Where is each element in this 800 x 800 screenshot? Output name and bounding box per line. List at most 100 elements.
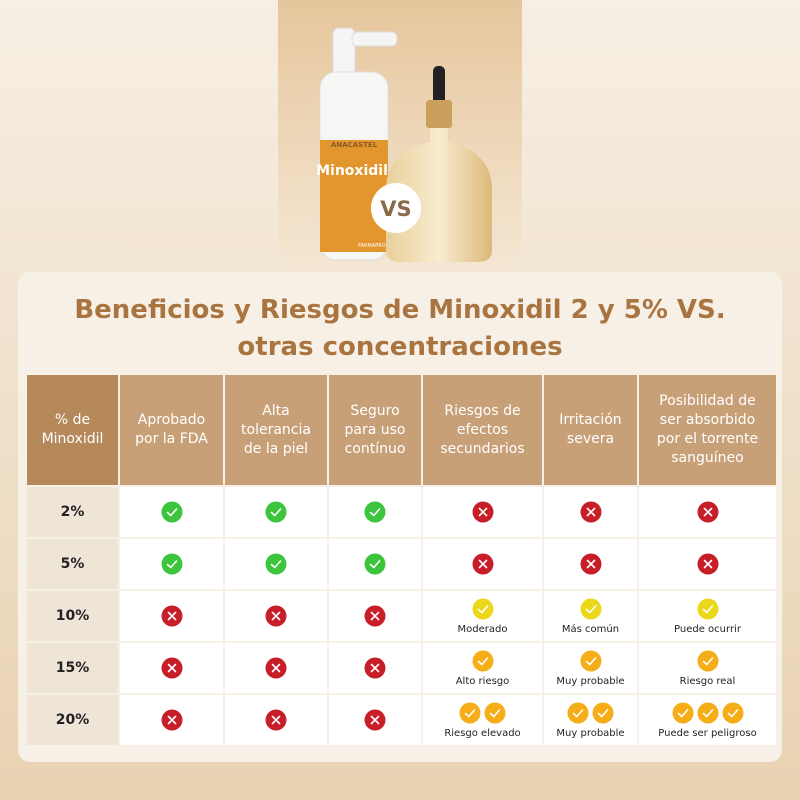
- cross-icon: [580, 553, 601, 575]
- row-label: 20%: [27, 695, 118, 745]
- cross-icon: [265, 605, 287, 627]
- cross-icon: [364, 709, 386, 731]
- cross-icon: [472, 553, 493, 575]
- check-icon: [472, 650, 493, 671]
- icon-group: [472, 598, 494, 620]
- icon-group: [697, 553, 719, 575]
- cell: [225, 591, 327, 641]
- cell: [120, 643, 223, 693]
- cross-icon: [265, 709, 287, 731]
- cell: [639, 487, 776, 537]
- icon-group: [580, 598, 602, 620]
- header-cell: Seguro para uso contínuo: [329, 375, 421, 485]
- cell: [120, 539, 223, 589]
- icon-group: [672, 702, 744, 724]
- header-cell: Aprobado por la FDA: [120, 375, 223, 485]
- check-icon: [472, 598, 493, 619]
- icon-group: [459, 702, 506, 724]
- row-label: 2%: [27, 487, 118, 537]
- icon-group: [697, 598, 719, 620]
- cross-icon: [697, 553, 718, 575]
- icon-group: [364, 501, 386, 523]
- cell-note: Más común: [561, 623, 620, 635]
- cell: [225, 539, 327, 589]
- cross-icon: [580, 501, 601, 523]
- icon-group: [364, 553, 386, 575]
- oil-bottle: [386, 128, 492, 262]
- icon-group: [161, 501, 183, 523]
- header-cell: Alta tolerancia de la piel: [225, 375, 327, 485]
- check-icon: [592, 702, 614, 723]
- cell: [423, 487, 542, 537]
- cell-note: Puede ser peligroso: [658, 727, 757, 739]
- cell: [225, 487, 327, 537]
- cell: [329, 539, 421, 589]
- cell: Puede ser peligroso: [639, 695, 776, 745]
- cell-note: Muy probable: [556, 727, 625, 739]
- cell: Muy probable: [544, 695, 637, 745]
- cell: [544, 539, 637, 589]
- cell-note: Alto riesgo: [455, 675, 510, 687]
- dropper-bulb: [433, 66, 445, 106]
- vs-text: VS: [380, 197, 411, 221]
- dropper-cap: [426, 100, 452, 128]
- cross-icon: [472, 501, 493, 523]
- cell: [423, 539, 542, 589]
- check-icon: [672, 702, 693, 723]
- comparison-table: % de Minoxidil Aprobado por la FDA Alta to…: [27, 375, 776, 745]
- cell: [544, 487, 637, 537]
- check-icon: [567, 702, 589, 723]
- cell: [639, 539, 776, 589]
- cell: Moderado: [423, 591, 542, 641]
- icon-group: [161, 657, 183, 679]
- cell-note: Riesgo elevado: [444, 727, 521, 739]
- cell: Muy probable: [544, 643, 637, 693]
- check-icon: [364, 553, 386, 575]
- icon-group: [580, 553, 602, 575]
- cell: [329, 591, 421, 641]
- icon-group: [161, 553, 183, 575]
- icon-group: [265, 709, 287, 731]
- row-label: 10%: [27, 591, 118, 641]
- cross-icon: [161, 605, 182, 627]
- maker: FARMAPRO: [358, 243, 386, 249]
- icon-group: [265, 501, 287, 523]
- vs-badge: [371, 183, 421, 233]
- cross-icon: [364, 657, 386, 679]
- check-icon: [161, 501, 182, 523]
- header-cell: Riesgos de efectos secundarios: [423, 375, 542, 485]
- icon-group: [697, 650, 719, 672]
- check-icon: [459, 702, 481, 723]
- cell-note: Riesgo real: [679, 675, 736, 687]
- cell-note: Puede ocurrir: [674, 623, 741, 635]
- check-icon: [580, 650, 601, 671]
- check-icon: [364, 501, 386, 523]
- icon-group: [265, 657, 287, 679]
- icon-group: [265, 553, 287, 575]
- cell: Alto riesgo: [423, 643, 542, 693]
- icon-group: [364, 709, 386, 731]
- cell: [329, 695, 421, 745]
- icon-group: [472, 501, 494, 523]
- cell: Más común: [544, 591, 637, 641]
- row-label: 5%: [27, 539, 118, 589]
- icon-group: [567, 702, 614, 724]
- title: Beneficios y Riesgos de Minoxidil 2 y 5%…: [74, 295, 726, 362]
- card: Beneficios y Riesgos de Minoxidil 2 y 5%…: [18, 272, 782, 762]
- spray-head: [332, 27, 356, 77]
- check-icon: [265, 501, 287, 523]
- row-label: 15%: [27, 643, 118, 693]
- cell: Puede ocurrir: [639, 591, 776, 641]
- icon-group: [364, 605, 386, 627]
- product: Minoxidil: [316, 163, 388, 179]
- cell: [329, 487, 421, 537]
- icon-group: [472, 553, 494, 575]
- header-cell: % de Minoxidil: [27, 375, 118, 485]
- cell: [225, 695, 327, 745]
- cell: [225, 643, 327, 693]
- spray-nozzle: [351, 31, 398, 47]
- check-icon: [697, 650, 718, 671]
- cross-icon: [161, 709, 182, 731]
- cell-note: Moderado: [457, 623, 508, 635]
